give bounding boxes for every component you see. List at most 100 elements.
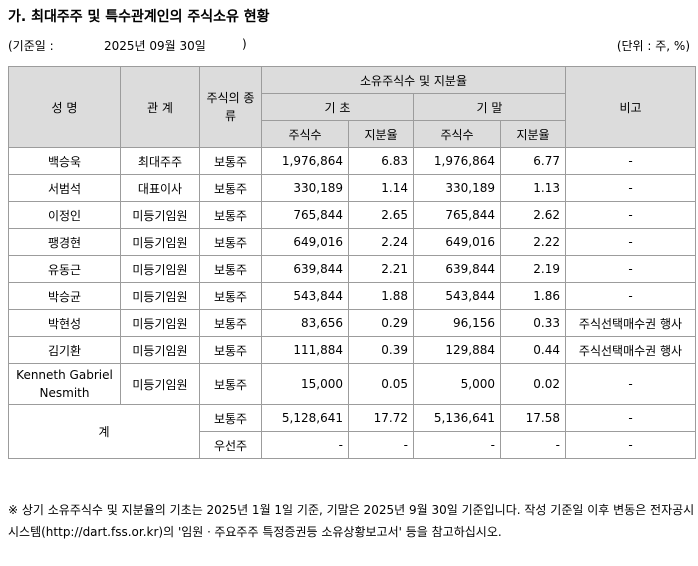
table-row: 박승균 미등기임원 보통주 543,844 1.88 543,844 1.86 … bbox=[8, 282, 696, 310]
cell-end-ratio: 6.77 bbox=[500, 147, 566, 175]
unit-label: (단위 : 주, %) bbox=[616, 39, 690, 53]
cell-relation: 미등기임원 bbox=[120, 255, 200, 283]
cell-remarks: - bbox=[565, 147, 696, 175]
cell-remarks: 주식선택매수권 행사 bbox=[565, 309, 696, 337]
cell-end-ratio: - bbox=[500, 431, 566, 459]
cell-relation: 미등기임원 bbox=[120, 282, 200, 310]
cell-name: 백승욱 bbox=[8, 147, 121, 175]
cell-begin-ratio: 6.83 bbox=[348, 147, 414, 175]
cell-begin-ratio: 0.05 bbox=[348, 363, 414, 405]
cell-type: 보통주 bbox=[199, 174, 262, 202]
cell-name: 서범석 bbox=[8, 174, 121, 202]
table-row: 팽경현 미등기임원 보통주 649,016 2.24 649,016 2.22 … bbox=[8, 228, 696, 256]
header-beginning: 기 초 bbox=[261, 93, 414, 121]
cell-end-ratio: 0.02 bbox=[500, 363, 566, 405]
cell-relation: 대표이사 bbox=[120, 174, 200, 202]
cell-remarks: - bbox=[565, 363, 696, 405]
cell-type: 우선주 bbox=[199, 431, 262, 459]
cell-type: 보통주 bbox=[199, 404, 262, 432]
cell-relation: 미등기임원 bbox=[120, 363, 200, 405]
section-title: 가. 최대주주 및 특수관계인의 주식소유 현황 bbox=[8, 9, 270, 25]
cell-relation: 최대주주 bbox=[120, 147, 200, 175]
cell-name: 유동근 bbox=[8, 255, 121, 283]
cell-end-shares: 129,884 bbox=[413, 336, 501, 364]
cell-end-shares: 543,844 bbox=[413, 282, 501, 310]
cell-begin-ratio: - bbox=[348, 431, 414, 459]
cell-begin-shares: 5,128,641 bbox=[261, 404, 349, 432]
cell-type: 보통주 bbox=[199, 255, 262, 283]
cell-remarks: - bbox=[565, 201, 696, 229]
cell-type: 보통주 bbox=[199, 363, 262, 405]
header-name: 성 명 bbox=[8, 66, 121, 148]
base-date: 2025년 09월 30일 bbox=[104, 39, 206, 53]
cell-begin-ratio: 1.88 bbox=[348, 282, 414, 310]
cell-relation: 미등기임원 bbox=[120, 336, 200, 364]
cell-remarks: - bbox=[565, 255, 696, 283]
total-label: 계 bbox=[8, 404, 200, 459]
cell-name: Kenneth Gabriel Nesmith bbox=[8, 363, 121, 405]
cell-begin-shares: 543,844 bbox=[261, 282, 349, 310]
cell-remarks: - bbox=[565, 404, 696, 432]
cell-begin-ratio: 0.39 bbox=[348, 336, 414, 364]
table-row: 백승욱 최대주주 보통주 1,976,864 6.83 1,976,864 6.… bbox=[8, 147, 696, 175]
cell-begin-shares: 83,656 bbox=[261, 309, 349, 337]
header-remarks: 비고 bbox=[565, 66, 696, 148]
table-row: 서범석 대표이사 보통주 330,189 1.14 330,189 1.13 - bbox=[8, 174, 696, 202]
cell-end-ratio: 1.13 bbox=[500, 174, 566, 202]
header-ownership: 소유주식수 및 지분율 bbox=[261, 66, 566, 94]
table-row: Kenneth Gabriel Nesmith 미등기임원 보통주 15,000… bbox=[8, 363, 696, 405]
cell-name: 박승균 bbox=[8, 282, 121, 310]
cell-begin-shares: 649,016 bbox=[261, 228, 349, 256]
cell-begin-ratio: 1.14 bbox=[348, 174, 414, 202]
cell-begin-ratio: 2.65 bbox=[348, 201, 414, 229]
header-ending: 기 말 bbox=[413, 93, 566, 121]
cell-end-shares: 1,976,864 bbox=[413, 147, 501, 175]
cell-remarks: - bbox=[565, 228, 696, 256]
cell-begin-shares: 639,844 bbox=[261, 255, 349, 283]
cell-end-ratio: 2.22 bbox=[500, 228, 566, 256]
cell-type: 보통주 bbox=[199, 147, 262, 175]
cell-type: 보통주 bbox=[199, 309, 262, 337]
cell-type: 보통주 bbox=[199, 228, 262, 256]
cell-name: 박현성 bbox=[8, 309, 121, 337]
cell-begin-shares: 15,000 bbox=[261, 363, 349, 405]
cell-end-shares: 330,189 bbox=[413, 174, 501, 202]
header-stock-type: 주식의 종류 bbox=[199, 66, 262, 148]
footnote: ※ 상기 소유주식수 및 지분율의 기초는 2025년 1월 1일 기준, 기말… bbox=[8, 503, 695, 539]
cell-end-shares: 639,844 bbox=[413, 255, 501, 283]
table-row: 유동근 미등기임원 보통주 639,844 2.21 639,844 2.19 … bbox=[8, 255, 696, 283]
table-row: 김기환 미등기임원 보통주 111,884 0.39 129,884 0.44 … bbox=[8, 336, 696, 364]
cell-begin-ratio: 2.24 bbox=[348, 228, 414, 256]
cell-remarks: - bbox=[565, 282, 696, 310]
cell-remarks: - bbox=[565, 174, 696, 202]
cell-begin-ratio: 2.21 bbox=[348, 255, 414, 283]
cell-end-shares: 5,000 bbox=[413, 363, 501, 405]
shareholding-table: 성 명 관 계 주식의 종류 소유주식수 및 지분율 비고 기 초 기 말 주식… bbox=[8, 66, 696, 459]
cell-type: 보통주 bbox=[199, 201, 262, 229]
cell-end-ratio: 1.86 bbox=[500, 282, 566, 310]
header-end-shares: 주식수 bbox=[413, 120, 501, 148]
cell-type: 보통주 bbox=[199, 336, 262, 364]
cell-end-shares: - bbox=[413, 431, 501, 459]
total-row-preferred: 우선주 - - - - - bbox=[9, 431, 696, 459]
cell-begin-shares: 765,844 bbox=[261, 201, 349, 229]
cell-end-shares: 649,016 bbox=[413, 228, 501, 256]
base-date-close: ) bbox=[242, 37, 247, 51]
header-begin-ratio: 지분율 bbox=[348, 120, 414, 148]
cell-end-ratio: 0.33 bbox=[500, 309, 566, 337]
table-row: 박현성 미등기임원 보통주 83,656 0.29 96,156 0.33 주식… bbox=[8, 309, 696, 337]
cell-end-ratio: 2.62 bbox=[500, 201, 566, 229]
header-begin-shares: 주식수 bbox=[261, 120, 349, 148]
cell-name: 이정인 bbox=[8, 201, 121, 229]
cell-relation: 미등기임원 bbox=[120, 201, 200, 229]
cell-end-ratio: 17.58 bbox=[500, 404, 566, 432]
cell-remarks: 주식선택매수권 행사 bbox=[565, 336, 696, 364]
cell-relation: 미등기임원 bbox=[120, 309, 200, 337]
base-date-label: (기준일 : bbox=[8, 39, 54, 53]
total-row-common: 계 보통주 5,128,641 17.72 5,136,641 17.58 - bbox=[8, 404, 696, 459]
cell-relation: 미등기임원 bbox=[120, 228, 200, 256]
table-meta: (기준일 : 2025년 09월 30일 ) (단위 : 주, %) bbox=[8, 37, 690, 57]
cell-end-shares: 765,844 bbox=[413, 201, 501, 229]
cell-begin-ratio: 17.72 bbox=[348, 404, 414, 432]
cell-name: 팽경현 bbox=[8, 228, 121, 256]
